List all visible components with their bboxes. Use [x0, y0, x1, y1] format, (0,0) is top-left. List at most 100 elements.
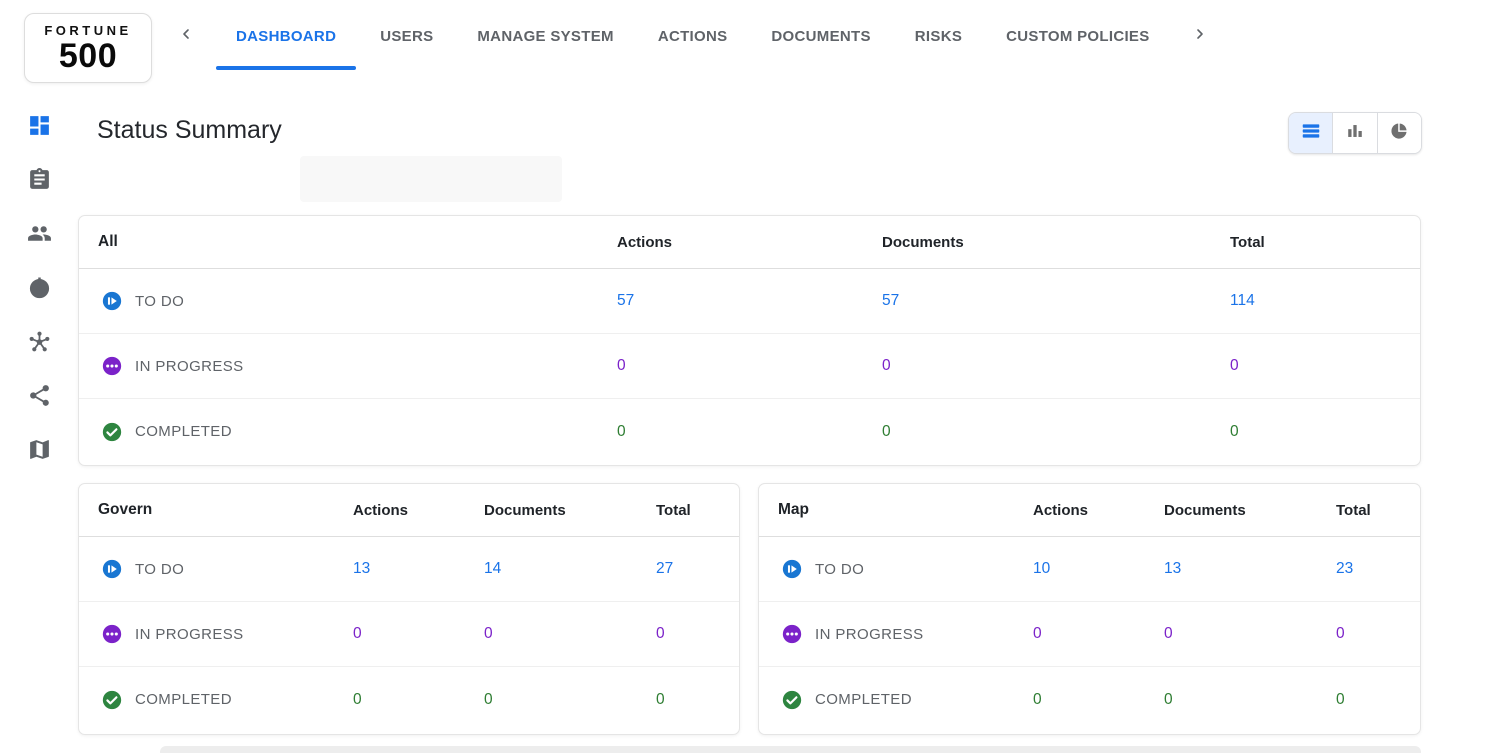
- tab-documents[interactable]: DOCUMENTS: [771, 27, 871, 45]
- value-documents: 0: [882, 357, 891, 374]
- loading-placeholder: [300, 156, 562, 202]
- sidebar: [0, 94, 78, 753]
- status-cell: TO DO: [778, 558, 1033, 580]
- tab-manage-system[interactable]: MANAGE SYSTEM: [477, 27, 614, 45]
- tab-dashboard[interactable]: DASHBOARD: [214, 0, 358, 72]
- column-header-total: Total: [1336, 501, 1371, 519]
- bar-chart-icon: [1344, 120, 1366, 147]
- status-cell: COMPLETED: [778, 689, 1033, 711]
- table-title: All: [98, 233, 118, 250]
- value-actions: 0: [1033, 690, 1042, 708]
- value-actions: 0: [617, 357, 626, 374]
- status-table-govern: Govern Actions Documents Total TO DO 13 …: [78, 483, 740, 735]
- status-label: COMPLETED: [815, 691, 912, 708]
- brand-logo-line2: 500: [58, 36, 118, 75]
- table-row-in-progress: IN PROGRESS 0 0 0: [79, 602, 739, 667]
- table-row-in-progress: IN PROGRESS 0 0 0: [79, 334, 1420, 399]
- column-header-actions: Actions: [353, 501, 409, 519]
- value-actions: 0: [353, 625, 362, 642]
- value-total: 0: [656, 625, 665, 642]
- status-label: IN PROGRESS: [135, 625, 244, 643]
- sidebar-item-clipboard[interactable]: [26, 168, 52, 195]
- value-total: 23: [1336, 560, 1354, 577]
- completed-icon: [101, 689, 123, 711]
- table-title: Map: [778, 501, 809, 518]
- sidebar-item-target[interactable]: [26, 277, 52, 303]
- value-total: 0: [1230, 357, 1239, 374]
- value-documents: 0: [882, 422, 891, 440]
- main-nav: DASHBOARD USERS MANAGE SYSTEM ACTIONS DO…: [172, 0, 1214, 72]
- list-view-icon: [1300, 120, 1322, 147]
- value-actions: 57: [617, 292, 635, 309]
- value-documents: 0: [484, 625, 493, 642]
- sidebar-item-people[interactable]: [26, 223, 52, 249]
- column-header-actions: Actions: [1033, 501, 1089, 519]
- table-row-completed: COMPLETED 0 0 0: [79, 667, 739, 732]
- status-table-map: Map Actions Documents Total TO DO 10 13 …: [758, 483, 1421, 735]
- people-icon: [27, 221, 52, 251]
- brand-logo-line1: FORTUNE: [44, 22, 132, 38]
- value-actions: 10: [1033, 560, 1051, 577]
- status-label: COMPLETED: [135, 691, 232, 708]
- tab-users[interactable]: USERS: [380, 27, 434, 45]
- list-view-button[interactable]: [1289, 113, 1333, 153]
- nav-scroll-left-button[interactable]: [172, 22, 200, 50]
- page-title: Status Summary: [97, 116, 282, 144]
- value-documents: 14: [484, 560, 502, 577]
- chevron-right-icon: [1192, 26, 1208, 47]
- value-documents: 13: [1164, 560, 1182, 577]
- value-total: 0: [1336, 625, 1345, 642]
- sidebar-item-hub[interactable]: [26, 331, 52, 357]
- status-label: COMPLETED: [135, 423, 232, 440]
- column-header-documents: Documents: [484, 501, 566, 519]
- next-card-top-edge: [160, 746, 1421, 753]
- status-table-all: All Actions Documents Total TO DO 57 57 …: [78, 215, 1421, 466]
- tab-actions[interactable]: ACTIONS: [657, 27, 728, 45]
- value-total: 114: [1230, 292, 1255, 309]
- column-header-documents: Documents: [882, 233, 964, 251]
- sidebar-item-dashboard[interactable]: [26, 115, 52, 141]
- target-icon: [27, 275, 52, 305]
- status-cell: TO DO: [98, 558, 353, 580]
- status-label: TO DO: [135, 560, 185, 578]
- table-row-todo: TO DO 13 14 27: [79, 537, 739, 602]
- status-cell: IN PROGRESS: [98, 623, 353, 645]
- status-cell: TO DO: [98, 290, 617, 312]
- value-actions: 0: [617, 422, 626, 440]
- table-row-todo: TO DO 10 13 23: [759, 537, 1420, 602]
- value-total: 0: [1230, 422, 1239, 440]
- view-toggle: [1288, 112, 1422, 154]
- sidebar-item-map[interactable]: [26, 439, 52, 465]
- todo-icon: [781, 558, 803, 580]
- value-actions: 0: [1033, 625, 1042, 642]
- tab-custom-policies[interactable]: CUSTOM POLICIES: [1006, 27, 1150, 45]
- in-progress-icon: [101, 355, 123, 377]
- todo-icon: [101, 558, 123, 580]
- table-header: Govern Actions Documents Total: [79, 484, 739, 537]
- completed-icon: [781, 689, 803, 711]
- column-header-total: Total: [656, 501, 691, 519]
- status-cell: IN PROGRESS: [98, 355, 617, 377]
- status-cell: IN PROGRESS: [778, 623, 1033, 645]
- dashboard-icon: [27, 113, 52, 143]
- map-icon: [27, 437, 52, 467]
- nav-tabs: DASHBOARD USERS MANAGE SYSTEM ACTIONS DO…: [214, 0, 1172, 72]
- sidebar-item-share[interactable]: [26, 385, 52, 411]
- tab-risks[interactable]: RISKS: [914, 27, 963, 45]
- table-title: Govern: [98, 501, 153, 518]
- status-label: TO DO: [135, 292, 185, 310]
- status-cell: COMPLETED: [98, 421, 617, 443]
- column-header-total: Total: [1230, 233, 1265, 251]
- in-progress-icon: [781, 623, 803, 645]
- column-header-actions: Actions: [617, 233, 673, 251]
- value-total: 0: [1336, 690, 1345, 708]
- nav-scroll-right-button[interactable]: [1186, 22, 1214, 50]
- brand-logo[interactable]: FORTUNE 500: [24, 13, 152, 83]
- value-total: 27: [656, 560, 674, 577]
- table-row-todo: TO DO 57 57 114: [79, 269, 1420, 334]
- pie-chart-view-button[interactable]: [1376, 113, 1421, 153]
- status-label: TO DO: [815, 560, 865, 578]
- bar-chart-view-button[interactable]: [1332, 113, 1377, 153]
- value-documents: 57: [882, 292, 900, 309]
